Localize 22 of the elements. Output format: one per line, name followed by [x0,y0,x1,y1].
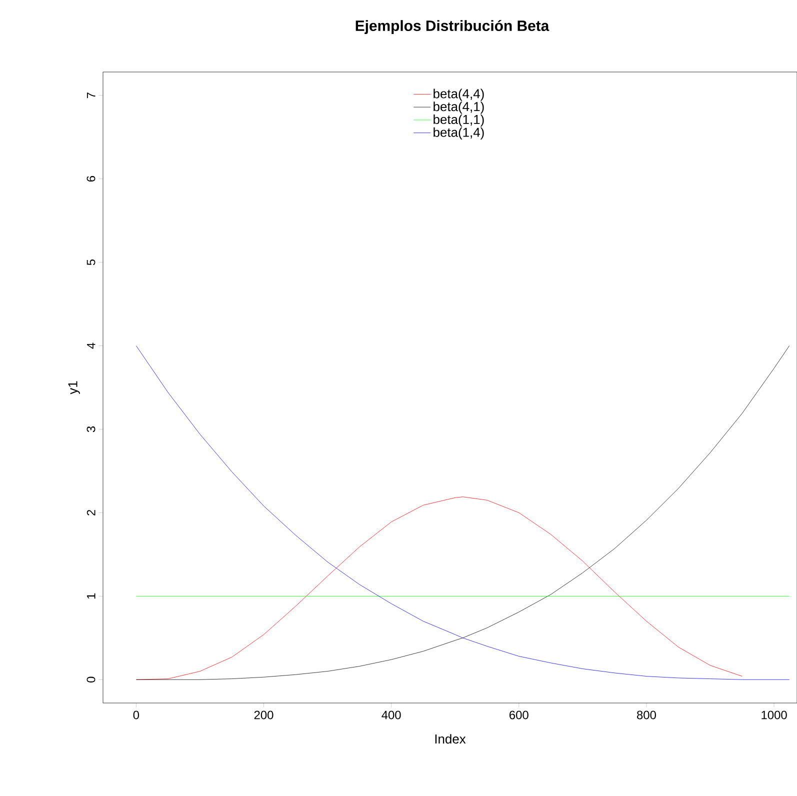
legend-label: beta(4,4) [434,88,484,101]
x-tick-label: 1000 [762,710,787,720]
y-tick-label: 2 [86,510,96,516]
legend-label: beta(1,1) [434,114,484,127]
x-tick-label: 0 [133,710,140,720]
x-tick-label: 200 [254,710,274,720]
y-axis-title: y1 [68,381,80,394]
legend-label: beta(4,1) [434,102,484,114]
y-tick-label: 4 [87,342,96,349]
y-tick-label: 0 [86,676,96,682]
y-tick-label: 5 [86,259,96,266]
legend-label: beta(1,4) [434,127,484,140]
x-tick-label: 800 [637,710,656,720]
y-tick-label: 3 [86,426,96,432]
y-tick-label: 1 [87,593,96,599]
chart-title: Ejemplos Distribución Beta [356,20,550,34]
x-tick-label: 600 [510,710,528,720]
y-tick-label: 6 [86,176,96,182]
x-tick-label: 400 [382,710,401,720]
x-axis-title: Index [435,734,466,744]
line-series [136,496,742,680]
y-tick-label: 7 [87,92,96,98]
